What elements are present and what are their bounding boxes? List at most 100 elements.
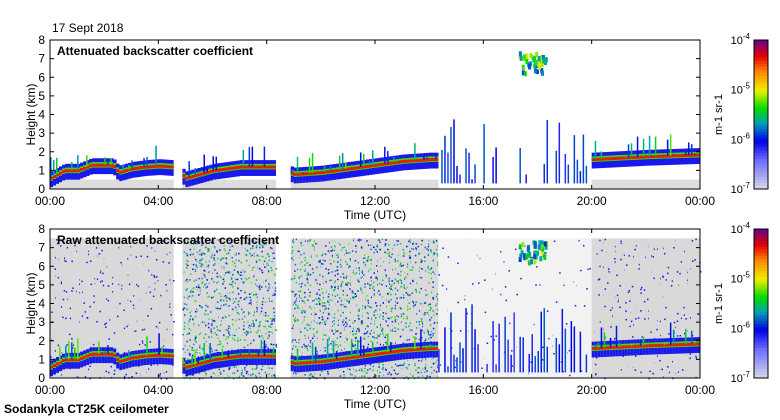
noise-dot <box>375 264 378 267</box>
noise-dot <box>360 276 362 279</box>
noise-dot <box>326 317 329 320</box>
boundary-layer-top <box>636 344 641 348</box>
noise-dot <box>405 376 408 378</box>
noise-dot <box>183 271 185 273</box>
y-tick-label: 3 <box>38 315 45 329</box>
noise-column <box>687 179 692 189</box>
noise-dot <box>256 245 258 247</box>
y-tick-label: 4 <box>38 297 45 311</box>
boundary-layer-top <box>62 359 66 363</box>
noise-dot <box>146 245 148 247</box>
noise-dot <box>50 356 52 358</box>
noise-dot <box>216 349 218 352</box>
noise-dot <box>148 269 150 272</box>
noise-column <box>666 238 671 378</box>
noise-column <box>170 238 174 378</box>
noise-column <box>230 179 234 189</box>
noise-dot <box>252 294 255 296</box>
noise-column <box>630 179 635 189</box>
boundary-layer-top <box>86 354 90 358</box>
noise-dot <box>337 345 340 348</box>
plume-streak <box>362 345 365 356</box>
boundary-layer-top <box>381 162 385 166</box>
noise-dot <box>378 239 380 241</box>
noise-dot <box>381 330 383 332</box>
noise-dot <box>316 255 318 257</box>
noise-dot <box>432 310 434 312</box>
noise-dot <box>332 294 334 296</box>
noise-dot <box>265 343 267 346</box>
boundary-layer-top <box>624 345 629 349</box>
noise-dot <box>399 335 402 338</box>
noise-dot <box>503 261 506 263</box>
noise-dot <box>194 310 197 313</box>
noise-dot <box>316 331 318 334</box>
boundary-layer-top <box>188 175 192 179</box>
noise-dot <box>304 240 307 242</box>
noise-dot <box>244 247 247 250</box>
noise-dot <box>411 248 413 250</box>
plume-streak <box>332 340 335 360</box>
noise-dot <box>423 313 426 316</box>
noise-dot <box>273 292 276 295</box>
noise-dot <box>454 366 456 369</box>
noise-dot <box>226 263 229 265</box>
noise-dot <box>346 282 349 284</box>
noise-dot <box>232 334 234 337</box>
noise-dot <box>634 369 637 371</box>
noise-dot <box>350 284 352 286</box>
boundary-layer-top <box>119 170 123 174</box>
noise-column <box>405 179 409 189</box>
noise-column <box>95 238 99 378</box>
noise-dot <box>220 300 222 302</box>
noise-dot <box>382 363 385 366</box>
noise-dot <box>102 272 104 275</box>
plume-streak <box>122 359 124 360</box>
noise-dot <box>399 262 402 264</box>
noise-dot <box>224 272 227 274</box>
noise-dot <box>325 307 327 310</box>
noise-dot <box>207 322 210 325</box>
noise-dot <box>430 272 432 275</box>
aerosol-plume <box>526 246 530 252</box>
noise-dot <box>419 291 421 294</box>
noise-dot <box>192 319 194 321</box>
noise-dot <box>168 262 170 264</box>
noise-dot <box>373 331 375 334</box>
noise-dot <box>535 284 537 286</box>
noise-dot <box>679 334 682 337</box>
noise-dot <box>424 377 427 380</box>
plume-streak <box>50 362 52 367</box>
noise-dot <box>59 245 62 247</box>
noise-dot <box>264 344 267 346</box>
noise-dot <box>262 241 264 243</box>
noise-dot <box>637 317 640 319</box>
boundary-layer-top <box>338 357 343 361</box>
boundary-layer-top <box>107 352 111 356</box>
colorbar-swatch <box>754 69 768 74</box>
noise-dot <box>55 256 57 259</box>
plume-streak <box>390 341 392 352</box>
plume-streak <box>642 336 645 346</box>
noise-dot <box>355 336 358 339</box>
noise-dot <box>133 295 135 297</box>
noise-column <box>426 238 430 378</box>
noise-dot <box>298 276 301 279</box>
noise-dot <box>331 249 334 252</box>
noise-dot <box>139 343 141 346</box>
noise-dot <box>353 377 355 380</box>
noise-dot <box>273 257 275 260</box>
noise-dot <box>430 251 433 253</box>
colorbar-swatch <box>754 108 768 112</box>
noise-dot <box>426 329 429 332</box>
noise-dot <box>271 323 274 325</box>
boundary-layer-top <box>317 171 322 175</box>
noise-dot <box>291 348 294 350</box>
noise-dot <box>563 284 566 287</box>
plume-streak <box>296 348 299 363</box>
noise-dot <box>309 339 312 342</box>
noise-dot <box>322 338 324 341</box>
noise-dot <box>345 317 347 320</box>
noise-dot <box>319 321 322 324</box>
noise-dot <box>333 245 336 247</box>
